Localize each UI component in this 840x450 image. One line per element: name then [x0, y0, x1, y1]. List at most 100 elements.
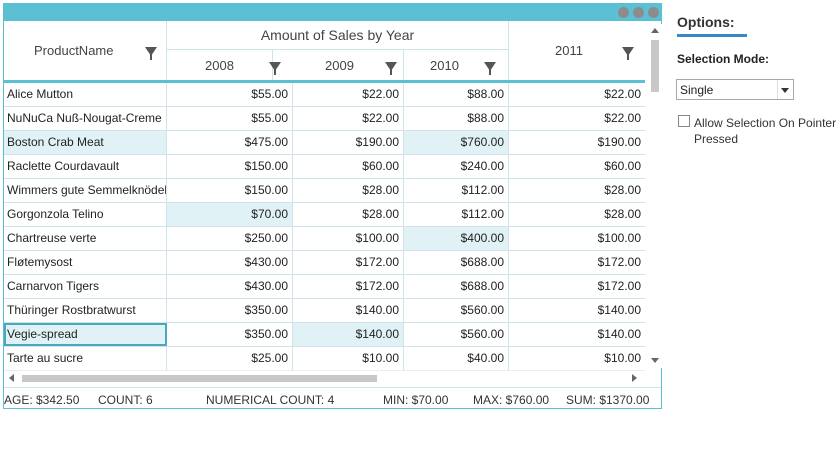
chevron-down-icon[interactable]: [781, 88, 789, 93]
cell-2011[interactable]: $28.00: [604, 183, 641, 197]
cell-2010[interactable]: $760.00: [404, 131, 509, 154]
table-row[interactable]: Alice Mutton $55.00 $22.00 $88.00 $22.00: [4, 83, 645, 107]
cell-product[interactable]: Wimmers gute Semmelknödel: [4, 179, 167, 202]
allow-selection-label[interactable]: Allow Selection On Pointer Pressed: [694, 116, 837, 146]
table-row[interactable]: Carnarvon Tigers $430.00 $172.00 $688.00…: [4, 275, 645, 299]
cell-2008[interactable]: $475.00: [167, 131, 293, 154]
cell-2009[interactable]: $28.00: [293, 203, 404, 226]
cell-2009[interactable]: $60.00: [293, 155, 404, 178]
cell-2009[interactable]: $100.00: [293, 227, 404, 250]
table-row[interactable]: Boston Crab Meat $475.00 $190.00 $760.00…: [4, 131, 645, 155]
cell-2009[interactable]: $172.00: [293, 275, 404, 298]
cell-2010[interactable]: $688.00: [404, 251, 509, 274]
allow-selection-checkbox[interactable]: [678, 115, 690, 127]
cell-2009[interactable]: $140.00: [293, 299, 404, 322]
cell-2010[interactable]: $88.00: [404, 107, 509, 130]
table-row[interactable]: Chartreuse verte $250.00 $100.00 $400.00…: [4, 227, 645, 251]
cell-2008[interactable]: $25.00: [167, 347, 293, 370]
cell-product[interactable]: Gorgonzola Telino: [4, 203, 167, 226]
vertical-scroll-thumb[interactable]: [651, 40, 659, 92]
cell-2011[interactable]: $22.00: [604, 111, 641, 125]
cell-2011[interactable]: $28.00: [604, 207, 641, 221]
cell-2008[interactable]: $55.00: [167, 83, 293, 106]
vertical-scrollbar[interactable]: [648, 24, 662, 368]
cell-product[interactable]: Vegie-spread: [4, 323, 167, 346]
cell-2008[interactable]: $350.00: [167, 299, 293, 322]
cell-2009[interactable]: $10.00: [293, 347, 404, 370]
filter-icon[interactable]: [484, 62, 496, 75]
cell-2011[interactable]: $100.00: [597, 231, 641, 245]
cell-2008[interactable]: $70.00: [167, 203, 293, 226]
cell-2010[interactable]: $112.00: [404, 203, 509, 226]
cell-2008[interactable]: $430.00: [167, 275, 293, 298]
cell-product[interactable]: Alice Mutton: [4, 83, 167, 106]
filter-icon[interactable]: [385, 62, 397, 75]
cell-2011[interactable]: $172.00: [597, 255, 641, 269]
aggregate-numerical-count: NUMERICAL COUNT: 4: [206, 393, 335, 407]
cell-2008[interactable]: $150.00: [167, 155, 293, 178]
table-row[interactable]: Vegie-spread $350.00 $140.00 $560.00 $14…: [4, 323, 645, 347]
cell-2011[interactable]: $140.00: [597, 327, 641, 341]
cell-2009[interactable]: $172.00: [293, 251, 404, 274]
cell-2009[interactable]: $190.00: [293, 131, 404, 154]
horizontal-scroll-thumb[interactable]: [22, 375, 377, 382]
cell-2009[interactable]: $28.00: [293, 179, 404, 202]
cell-2010[interactable]: $112.00: [404, 179, 509, 202]
cell-2011[interactable]: $60.00: [604, 159, 641, 173]
filter-icon[interactable]: [269, 62, 281, 75]
table-row[interactable]: Thüringer Rostbratwurst $350.00 $140.00 …: [4, 299, 645, 323]
cell-product[interactable]: Carnarvon Tigers: [4, 275, 167, 298]
selection-mode-dropdown[interactable]: Single: [676, 79, 794, 100]
window-dot-icon[interactable]: [618, 7, 629, 18]
cell-product[interactable]: Tarte au sucre: [4, 347, 167, 370]
cell-2009[interactable]: $140.00: [293, 323, 404, 346]
cell-2010[interactable]: $240.00: [404, 155, 509, 178]
cell-product[interactable]: NuNuCa Nuß-Nougat-Creme: [4, 107, 167, 130]
cell-2008[interactable]: $150.00: [167, 179, 293, 202]
filter-icon[interactable]: [145, 47, 157, 60]
cell-2010[interactable]: $40.00: [404, 347, 509, 370]
cell-2009[interactable]: $22.00: [293, 83, 404, 106]
scroll-left-icon[interactable]: [9, 374, 14, 382]
column-header-2008[interactable]: 2008: [167, 50, 281, 80]
table-row[interactable]: Fløtemysost $430.00 $172.00 $688.00 $172…: [4, 251, 645, 275]
cell-2008[interactable]: $430.00: [167, 251, 293, 274]
cell-2010[interactable]: $560.00: [404, 299, 509, 322]
cell-2010[interactable]: $88.00: [404, 83, 509, 106]
cell-2011[interactable]: $10.00: [604, 351, 641, 365]
cell-product[interactable]: Fløtemysost: [4, 251, 167, 274]
cell-2010[interactable]: $560.00: [404, 323, 509, 346]
cell-2008[interactable]: $350.00: [167, 323, 293, 346]
column-header-2011[interactable]: 2011: [509, 21, 645, 80]
table-row[interactable]: NuNuCa Nuß-Nougat-Creme $55.00 $22.00 $8…: [4, 107, 645, 131]
table-row[interactable]: Wimmers gute Semmelknödel $150.00 $28.00…: [4, 179, 645, 203]
table-row[interactable]: Tarte au sucre $25.00 $10.00 $40.00 $10.…: [4, 347, 645, 371]
cell-2008[interactable]: $250.00: [167, 227, 293, 250]
table-row[interactable]: Raclette Courdavault $150.00 $60.00 $240…: [4, 155, 645, 179]
cell-2008[interactable]: $55.00: [167, 107, 293, 130]
cell-2011[interactable]: $190.00: [597, 135, 641, 149]
scroll-up-icon[interactable]: [651, 28, 659, 33]
cell-2011[interactable]: $22.00: [604, 87, 641, 101]
window-dot-icon[interactable]: [648, 7, 659, 18]
window-dot-icon[interactable]: [633, 7, 644, 18]
aggregate-average: AGE: $342.50: [4, 393, 80, 407]
cell-product[interactable]: Raclette Courdavault: [4, 155, 167, 178]
horizontal-scrollbar[interactable]: [4, 370, 645, 385]
column-header-2009[interactable]: 2009: [273, 50, 404, 80]
cell-2011[interactable]: $140.00: [597, 303, 641, 317]
column-header-2010[interactable]: 2010: [404, 50, 509, 80]
scroll-right-icon[interactable]: [632, 374, 637, 382]
cell-product[interactable]: Chartreuse verte: [4, 227, 167, 250]
filter-icon[interactable]: [622, 47, 634, 60]
scroll-down-icon[interactable]: [651, 358, 659, 363]
cell-product[interactable]: Thüringer Rostbratwurst: [4, 299, 167, 322]
cell-product[interactable]: Boston Crab Meat: [4, 131, 167, 154]
cell-2010[interactable]: $400.00: [404, 227, 509, 250]
cell-2010[interactable]: $688.00: [404, 275, 509, 298]
cell-2009[interactable]: $22.00: [293, 107, 404, 130]
table-row[interactable]: Gorgonzola Telino $70.00 $28.00 $112.00 …: [4, 203, 645, 227]
cell-2011[interactable]: $172.00: [597, 279, 641, 293]
column-header-productname[interactable]: ProductName: [4, 21, 167, 80]
column-header-label: ProductName: [34, 43, 114, 58]
